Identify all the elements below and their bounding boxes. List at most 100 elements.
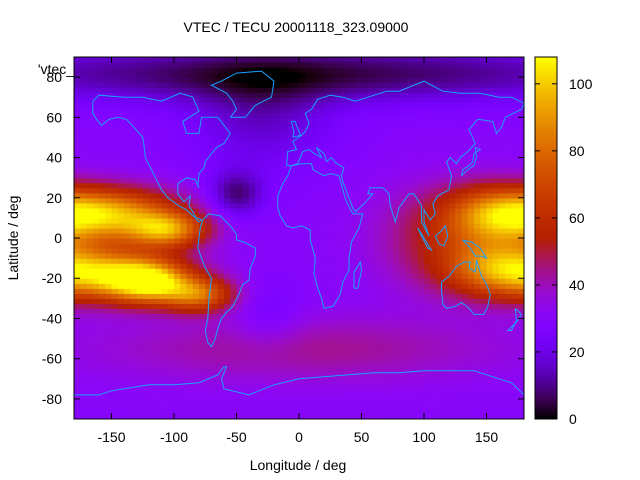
heatmap-cell	[199, 398, 206, 405]
heatmap-cell	[299, 227, 306, 234]
heatmap-cell	[292, 278, 300, 284]
heatmap-cell	[499, 162, 506, 169]
heatmap-cell	[424, 348, 431, 355]
heatmap-cell	[424, 127, 431, 134]
heatmap-cell	[317, 323, 325, 330]
heatmap-cell	[480, 147, 488, 154]
heatmap-cell	[374, 308, 381, 315]
heatmap-cell	[405, 192, 413, 199]
heatmap-cell	[261, 328, 269, 335]
heatmap-cell	[474, 413, 481, 419]
heatmap-cell	[155, 112, 163, 118]
heatmap-cell	[192, 383, 200, 390]
heatmap-cell	[74, 298, 81, 304]
heatmap-cell	[180, 182, 188, 189]
heatmap-cell	[499, 368, 506, 375]
heatmap-cell	[286, 87, 294, 93]
heatmap-cell	[367, 182, 375, 189]
heatmap-cell	[111, 137, 119, 144]
heatmap-cell	[361, 408, 369, 415]
heatmap-cell	[211, 162, 219, 169]
heatmap-cell	[424, 278, 431, 284]
heatmap-cell	[474, 258, 481, 264]
heatmap-cell	[99, 333, 106, 340]
heatmap-cell	[236, 243, 244, 249]
heatmap-cell	[449, 157, 456, 164]
heatmap-cell	[442, 207, 450, 214]
heatmap-cell	[267, 363, 275, 370]
heatmap-cell	[267, 373, 275, 380]
heatmap-cell	[467, 77, 475, 83]
heatmap-cell	[186, 127, 194, 134]
heatmap-cell	[292, 283, 300, 289]
heatmap-cell	[267, 313, 275, 320]
heatmap-cell	[111, 232, 119, 239]
heatmap-cell	[461, 263, 469, 269]
heatmap-cell	[374, 147, 381, 154]
heatmap-cell	[192, 162, 200, 169]
heatmap-cell	[374, 333, 381, 340]
heatmap-cell	[99, 253, 106, 259]
heatmap-cell	[180, 303, 188, 309]
heatmap-cell	[136, 288, 144, 294]
heatmap-cell	[261, 288, 269, 294]
heatmap-cell	[149, 82, 156, 88]
heatmap-cell	[342, 167, 350, 174]
heatmap-cell	[180, 82, 188, 88]
heatmap-cell	[161, 328, 169, 335]
heatmap-cell	[211, 238, 219, 244]
heatmap-cell	[130, 303, 138, 309]
heatmap-cell	[124, 363, 131, 370]
heatmap-cell	[380, 243, 388, 249]
heatmap-cell	[467, 117, 475, 123]
heatmap-cell	[230, 383, 238, 390]
heatmap-cell	[167, 238, 175, 244]
heatmap-cell	[142, 373, 150, 380]
heatmap-cell	[124, 353, 131, 360]
heatmap-cell	[261, 283, 269, 289]
heatmap-cell	[249, 202, 256, 209]
heatmap-cell	[430, 248, 438, 254]
heatmap-cell	[155, 323, 163, 330]
heatmap-cell	[92, 293, 100, 299]
heatmap-cell	[124, 323, 131, 330]
heatmap-cell	[167, 217, 175, 224]
heatmap-cell	[480, 318, 488, 325]
heatmap-cell	[92, 363, 100, 370]
heatmap-cell	[349, 253, 356, 259]
heatmap-cell	[255, 157, 263, 164]
heatmap-cell	[92, 152, 100, 159]
heatmap-cell	[305, 398, 313, 405]
heatmap-cell	[261, 248, 269, 254]
heatmap-cell	[299, 57, 306, 63]
heatmap-cell	[405, 238, 413, 244]
heatmap-cell	[236, 393, 244, 400]
heatmap-cell	[74, 263, 81, 269]
heatmap-cell	[317, 227, 325, 234]
heatmap-cell	[430, 318, 438, 325]
heatmap-cell	[305, 408, 313, 415]
heatmap-cell	[361, 393, 369, 400]
heatmap-cell	[411, 373, 419, 380]
heatmap-cell	[86, 263, 94, 269]
heatmap-cell	[105, 67, 113, 73]
heatmap-cell	[105, 313, 113, 320]
heatmap-cell	[105, 348, 113, 355]
heatmap-cell	[261, 253, 269, 259]
heatmap-cell	[180, 97, 188, 103]
heatmap-cell	[417, 222, 425, 229]
heatmap-cell	[274, 363, 281, 370]
heatmap-cell	[442, 323, 450, 330]
heatmap-cell	[205, 187, 213, 194]
heatmap-cell	[124, 162, 131, 169]
heatmap-cell	[374, 62, 381, 68]
heatmap-cell	[317, 238, 325, 244]
heatmap-cell	[99, 62, 106, 68]
heatmap-cell	[255, 72, 263, 78]
heatmap-cell	[217, 328, 225, 335]
heatmap-cell	[224, 383, 231, 390]
heatmap-cell	[330, 222, 338, 229]
heatmap-cell	[417, 283, 425, 289]
heatmap-cell	[224, 388, 231, 395]
heatmap-cell	[80, 258, 88, 264]
